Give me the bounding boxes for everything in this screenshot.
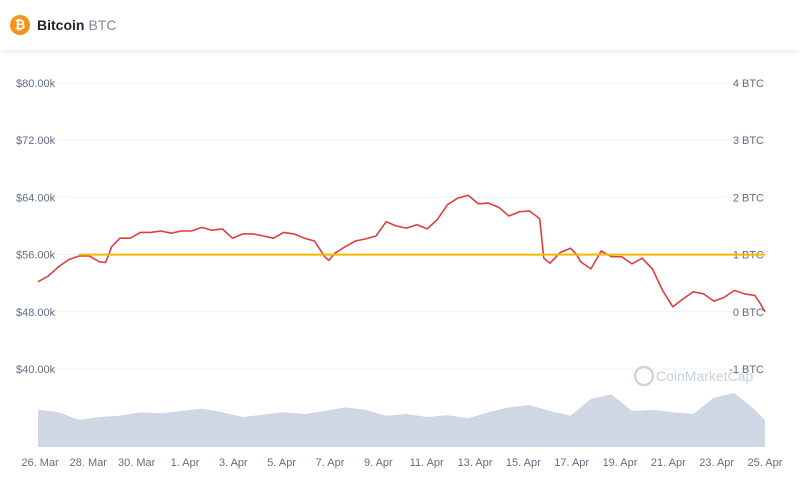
y-left-tick-label: $56.00k [16, 250, 56, 262]
x-tick-label: 11. Apr [410, 457, 444, 469]
series-lines [37, 194, 766, 313]
y-left-tick-label: $48.00k [16, 307, 56, 319]
x-tick-label: 7. Apr [316, 457, 345, 469]
y-left-tick-label: $64.00k [16, 192, 56, 204]
x-tick-label: 3. Apr [219, 457, 248, 469]
volume-area [38, 393, 765, 447]
x-tick-label: 28. Mar [70, 457, 108, 469]
y-left-tick-label: $40.00k [16, 364, 56, 376]
coin-symbol: BTC [88, 17, 117, 33]
price-series-line[interactable] [37, 194, 766, 313]
x-tick-label: 19. Apr [603, 457, 638, 469]
x-tick-label: 17. Apr [554, 457, 589, 469]
volume-series [38, 393, 765, 447]
x-tick-label: 21. Apr [651, 457, 686, 469]
x-tick-label: 13. Apr [458, 457, 493, 469]
grid-lines [38, 82, 765, 370]
y-right-tick-label: 2 BTC [733, 192, 764, 204]
y-right-tick-label: 4 BTC [733, 78, 764, 90]
bitcoin-icon: ₿ [10, 15, 30, 35]
coinmarketcap-logo-icon [633, 365, 655, 387]
x-axis: 26. Mar 28. Mar 30. Mar 1. Apr 3. Apr 5. Apr 7… [21, 457, 782, 469]
x-tick-label: 23. Apr [699, 457, 734, 469]
y-left-tick-label: $80.00k [16, 78, 56, 90]
x-tick-label: 9. Apr [364, 457, 393, 469]
y-axis-left: $80.00k $72.00k $64.00k $56.00k $48.00k $40.0… [16, 78, 56, 376]
watermark-text: CoinMarketCap [656, 368, 753, 384]
x-tick-label: 15. Apr [506, 457, 541, 469]
y-right-tick-label: 3 BTC [733, 135, 764, 147]
y-left-tick-label: $72.00k [16, 135, 56, 147]
coinmarketcap-watermark: CoinMarketCap [633, 365, 753, 387]
coin-name: Bitcoin [37, 17, 85, 33]
coin-header: ₿ Bitcoin BTC [0, 0, 800, 50]
x-tick-label: 30. Mar [118, 457, 156, 469]
x-tick-label: 26. Mar [21, 457, 59, 469]
y-right-tick-label: -1 BTC [729, 364, 764, 376]
y-right-tick-label: 0 BTC [733, 307, 764, 319]
x-tick-label: 1. Apr [171, 457, 200, 469]
x-tick-label: 25. Apr [748, 457, 783, 469]
x-tick-label: 5. Apr [267, 457, 296, 469]
